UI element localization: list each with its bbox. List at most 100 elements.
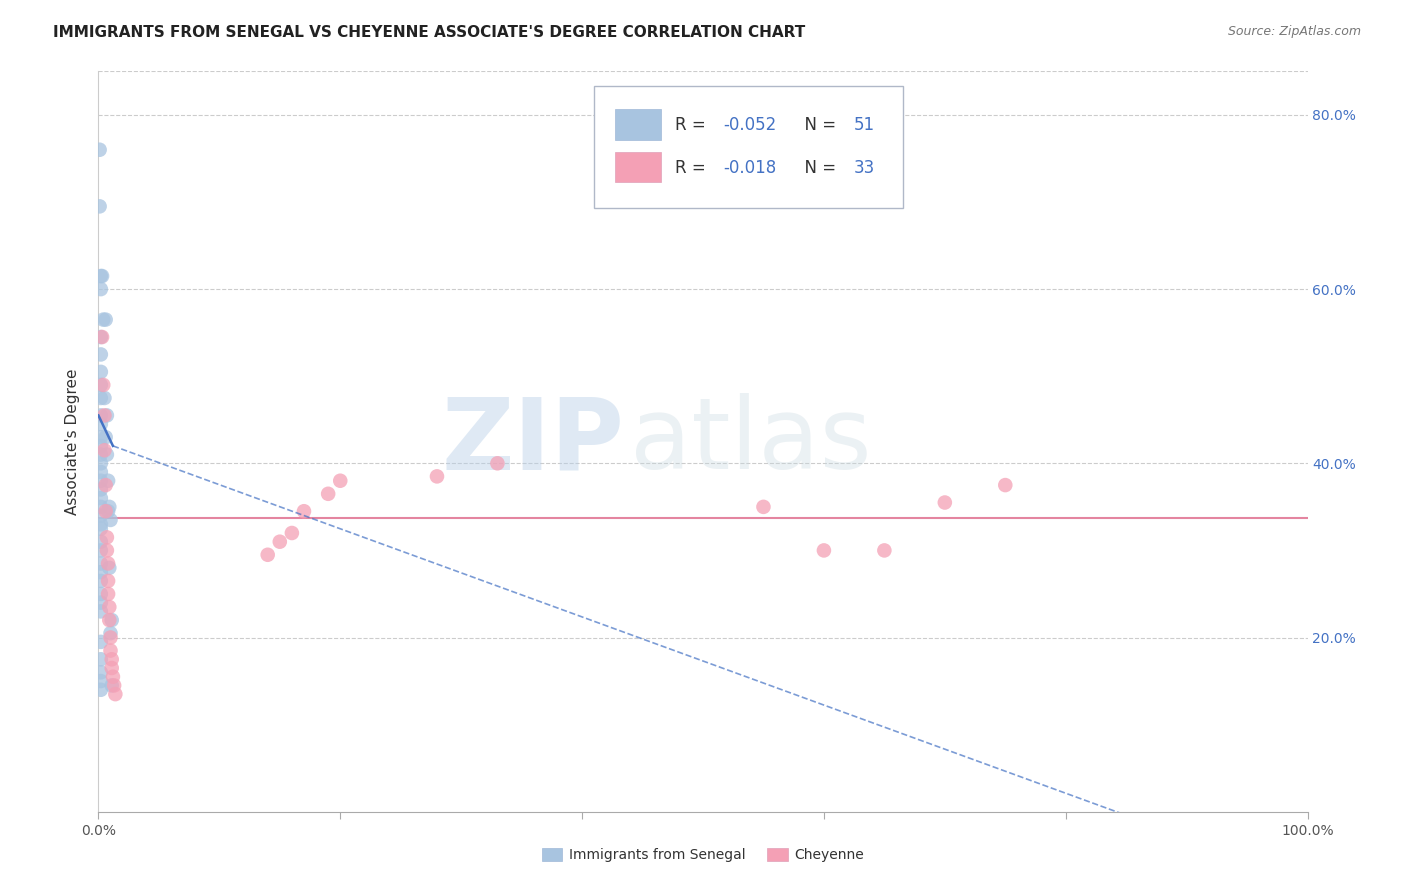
Text: atlas: atlas	[630, 393, 872, 490]
Point	[873, 543, 896, 558]
Text: R =: R =	[675, 117, 711, 135]
Point	[91, 268, 114, 283]
Text: -0.018: -0.018	[724, 159, 776, 177]
Point	[94, 478, 117, 492]
Point	[100, 652, 122, 666]
Point	[90, 268, 112, 283]
Point	[100, 631, 122, 645]
Point	[98, 613, 121, 627]
Point	[256, 548, 278, 562]
Point	[90, 378, 112, 392]
Point	[90, 347, 112, 361]
Point	[96, 530, 118, 544]
Point	[90, 430, 112, 444]
Point	[100, 513, 122, 527]
Point	[316, 487, 339, 501]
Point	[90, 474, 112, 488]
Point	[104, 687, 127, 701]
Point	[100, 661, 122, 675]
Point	[90, 439, 112, 453]
Point	[90, 665, 112, 680]
Point	[100, 626, 122, 640]
Point	[94, 312, 117, 326]
Point	[90, 330, 112, 344]
Point	[90, 522, 112, 536]
Point	[90, 282, 112, 296]
Point	[90, 483, 112, 497]
Bar	[614, 152, 661, 182]
Point	[100, 643, 122, 657]
Point	[90, 365, 112, 379]
Point	[101, 670, 124, 684]
Point	[90, 596, 112, 610]
Point	[292, 504, 315, 518]
Point	[90, 652, 112, 666]
Point	[90, 456, 112, 470]
Text: -0.052: -0.052	[724, 117, 776, 135]
Point	[90, 491, 112, 505]
Point	[94, 504, 117, 518]
Text: R =: R =	[675, 159, 711, 177]
Point	[97, 574, 120, 588]
Point	[91, 330, 114, 344]
FancyBboxPatch shape	[595, 87, 903, 209]
Point	[994, 478, 1017, 492]
Point	[90, 557, 112, 571]
Point	[486, 456, 509, 470]
Point	[89, 199, 111, 213]
Point	[96, 409, 118, 423]
Point	[426, 469, 449, 483]
Text: IMMIGRANTS FROM SENEGAL VS CHEYENNE ASSOCIATE'S DEGREE CORRELATION CHART: IMMIGRANTS FROM SENEGAL VS CHEYENNE ASSO…	[53, 25, 806, 40]
Text: 51: 51	[855, 117, 876, 135]
Point	[90, 500, 112, 514]
Point	[90, 543, 112, 558]
Point	[93, 409, 115, 423]
Point	[90, 604, 112, 618]
Point	[934, 495, 956, 509]
Point	[90, 565, 112, 579]
Point	[98, 500, 121, 514]
Point	[97, 557, 120, 571]
Point	[90, 587, 112, 601]
Point	[90, 508, 112, 523]
Point	[100, 613, 122, 627]
Point	[90, 391, 112, 405]
Point	[90, 517, 112, 532]
Point	[813, 543, 835, 558]
Point	[90, 417, 112, 431]
Point	[329, 474, 352, 488]
Bar	[614, 110, 661, 140]
Point	[94, 430, 117, 444]
Point	[90, 682, 112, 697]
Point	[90, 534, 112, 549]
Text: 33: 33	[855, 159, 876, 177]
Point	[90, 674, 112, 689]
Y-axis label: Associate's Degree: Associate's Degree	[65, 368, 80, 515]
Point	[98, 561, 121, 575]
Point	[98, 600, 121, 615]
Point	[281, 526, 304, 541]
Point	[90, 574, 112, 588]
Point	[91, 312, 114, 326]
Text: N =: N =	[793, 159, 841, 177]
Point	[100, 678, 122, 692]
Point	[96, 543, 118, 558]
Point	[90, 448, 112, 462]
Point	[89, 143, 111, 157]
Point	[97, 474, 120, 488]
Point	[97, 504, 120, 518]
Text: N =: N =	[793, 117, 841, 135]
Text: ZIP: ZIP	[441, 393, 624, 490]
Point	[269, 534, 291, 549]
Legend: Immigrants from Senegal, Cheyenne: Immigrants from Senegal, Cheyenne	[536, 843, 870, 868]
Point	[93, 391, 115, 405]
Point	[90, 635, 112, 649]
Point	[93, 443, 115, 458]
Point	[90, 465, 112, 479]
Text: Source: ZipAtlas.com: Source: ZipAtlas.com	[1227, 25, 1361, 38]
Point	[103, 678, 125, 692]
Point	[90, 409, 112, 423]
Point	[752, 500, 775, 514]
Point	[91, 378, 114, 392]
Point	[97, 587, 120, 601]
